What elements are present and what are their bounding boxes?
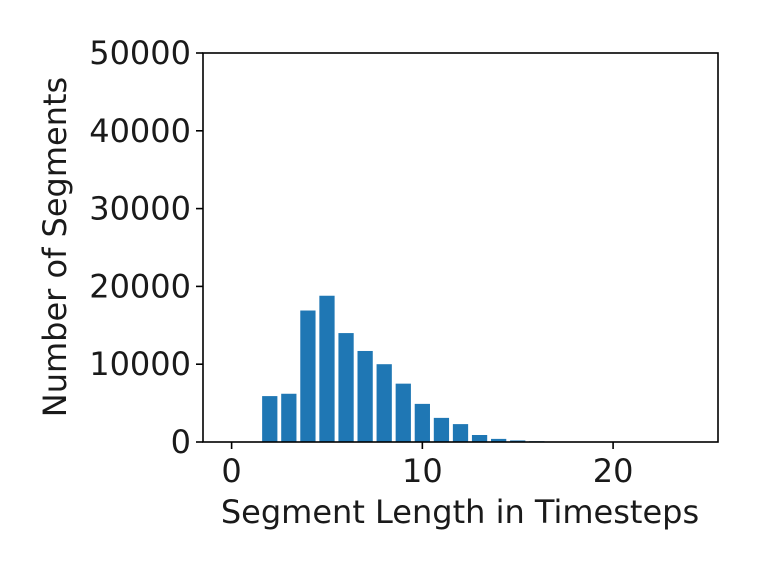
y-tick-label: 10000 <box>89 345 191 383</box>
bar-3 <box>281 393 297 442</box>
bar-7 <box>357 350 373 442</box>
y-tick-label: 0 <box>171 423 191 461</box>
bar-4 <box>300 310 316 442</box>
bar-13 <box>471 435 488 442</box>
bar-2 <box>262 396 278 442</box>
bar-12 <box>452 424 469 442</box>
bar-5 <box>319 295 335 442</box>
bar-6 <box>338 333 354 442</box>
bar-10 <box>414 403 430 442</box>
plot-frame <box>202 52 719 443</box>
x-tick-label: 20 <box>593 452 634 490</box>
bar-9 <box>395 383 411 442</box>
bar-14 <box>491 438 507 442</box>
y-tick-label: 30000 <box>89 190 191 228</box>
x-axis-label: Segment Length in Timesteps <box>221 493 699 531</box>
bar-8 <box>376 364 392 442</box>
y-tick-label: 40000 <box>89 112 191 150</box>
y-axis: 0 10000 20000 30000 40000 50000 <box>89 34 203 461</box>
y-axis-label: Number of Segments <box>36 77 74 417</box>
x-tick-label: 10 <box>402 452 443 490</box>
y-tick-label: 20000 <box>89 267 191 305</box>
x-tick-label: 0 <box>221 452 241 490</box>
bars-group <box>262 295 698 442</box>
y-tick-label: 50000 <box>89 34 191 72</box>
x-axis: 0 10 20 <box>221 442 633 490</box>
bar-11 <box>433 417 450 442</box>
